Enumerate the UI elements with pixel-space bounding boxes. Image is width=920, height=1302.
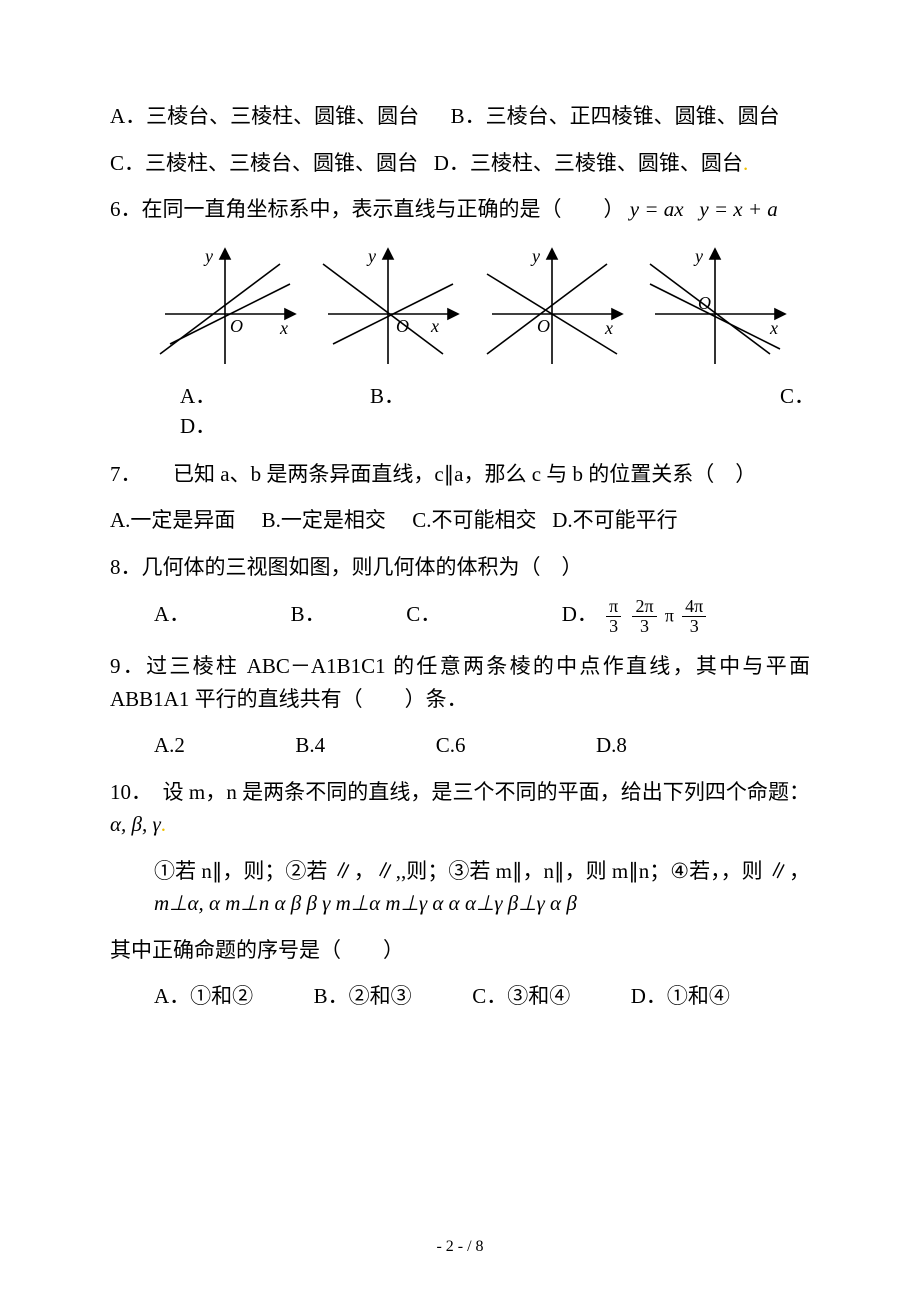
q9-optB: B.4 <box>295 733 325 757</box>
q10-optC: C．③和④ <box>472 984 570 1008</box>
q9-stem: 9．过三棱柱 ABC－A1B1C1 的任意两条棱的中点作直线，其中与平面 ABB… <box>110 650 810 715</box>
q10-props: ①若 n∥，则；②若 ∥，∥,,则；③若 m∥，n∥，则 m∥n；④若，，则 ∥… <box>110 855 810 920</box>
q10-props-math: m⊥α, α m⊥n α β β γ m⊥α m⊥γ α α α⊥γ β⊥γ α… <box>154 891 577 915</box>
q10-ask: 其中正确命题的序号是（ ） <box>110 934 810 967</box>
svg-text:x: x <box>430 316 439 336</box>
svg-text:x: x <box>279 318 288 338</box>
q7-options: A.一定是异面 B.一定是相交 C.不可能相交 D.不可能平行 <box>110 504 810 537</box>
q7-optD: D.不可能平行 <box>552 508 677 532</box>
q6-graph-C: y O x <box>477 244 627 374</box>
q10-optB: B．②和③ <box>314 984 412 1008</box>
q6-labelA: A． <box>180 380 216 413</box>
q8-optD: D． <box>562 602 598 626</box>
q10-stem: 10． 设 m，n 是两条不同的直线，是三个不同的平面，给出下列四个命题： α,… <box>110 776 810 841</box>
svg-text:O: O <box>396 316 409 336</box>
q6-graph-B: y O x <box>313 244 463 374</box>
q6-formula2: y = x + a <box>699 197 777 221</box>
q6-formula1: y = ax <box>630 197 684 221</box>
q8-optB: B． <box>291 602 326 626</box>
q8-options: A． B． C． D． π3 2π3 π 4π3 <box>110 597 810 636</box>
q6-labelD: D． <box>180 410 216 443</box>
svg-text:y: y <box>203 246 213 266</box>
q9-optD: D.8 <box>596 733 627 757</box>
q10-greek: α, β, γ <box>110 812 161 836</box>
q10-optA: A．①和② <box>154 984 253 1008</box>
q10-optD: D．①和④ <box>631 984 730 1008</box>
svg-text:y: y <box>693 246 703 266</box>
q8-stem: 8．几何体的三视图如图，则几何体的体积为（ ） <box>110 551 810 584</box>
q8-pi: π <box>665 606 674 626</box>
q7-optB: B.一定是相交 <box>262 508 386 532</box>
q5-line2: C．三棱柱、三棱台、圆锥、圆台 D．三棱柱、三棱锥、圆锥、圆台. <box>110 147 810 180</box>
q7-stem: 7． 已知 a、b 是两条异面直线，c∥a，那么 c 与 b 的位置关系（ ） <box>110 458 810 491</box>
svg-text:O: O <box>698 293 711 313</box>
q10-options: A．①和② B．②和③ C．③和④ D．①和④ <box>110 980 810 1013</box>
q6-stem: 6．在同一直角坐标系中，表示直线与正确的是（ ） y = ax y = x + … <box>110 193 810 226</box>
q6-graph-A: y O x <box>150 244 300 374</box>
q5-optD: D．三棱柱、三棱锥、圆锥、圆台 <box>434 151 743 175</box>
q5-optA: A．三棱台、三棱柱、圆锥、圆台 <box>110 104 419 128</box>
q8-optA: A． <box>154 602 190 626</box>
q6-graph-labels: A． B． C． D． <box>150 380 810 440</box>
q8-optC: C． <box>406 602 441 626</box>
q6-labelB: B． <box>370 380 405 413</box>
svg-text:y: y <box>366 246 376 266</box>
svg-text:x: x <box>769 318 778 338</box>
q9-optA: A.2 <box>154 733 185 757</box>
q5-line1: A．三棱台、三棱柱、圆锥、圆台 B．三棱台、正四棱锥、圆锥、圆台 <box>110 100 810 133</box>
q10-stem-text: 10． 设 m，n 是两条不同的直线，是三个不同的平面，给出下列四个命题： <box>110 780 810 804</box>
q5-optC: C．三棱柱、三棱台、圆锥、圆台 <box>110 151 418 175</box>
q9-options: A.2 B.4 C.6 D.8 <box>110 729 810 762</box>
q7-optA: A.一定是异面 <box>110 508 235 532</box>
q9-optC: C.6 <box>436 733 466 757</box>
q6-stem-text: 6．在同一直角坐标系中，表示直线与正确的是（ ） <box>110 197 625 221</box>
q6-labelC: C． <box>780 380 815 413</box>
q8-frac2: 2π3 <box>632 597 656 636</box>
q7-optC: C.不可能相交 <box>412 508 536 532</box>
q8-frac1: π3 <box>606 597 621 636</box>
svg-text:O: O <box>537 316 550 336</box>
q6-graph-D: y O x <box>640 244 790 374</box>
q6-graphs: y O x y O x <box>150 244 790 374</box>
svg-text:y: y <box>530 246 540 266</box>
q5-optB: B．三棱台、正四棱锥、圆锥、圆台 <box>451 104 780 128</box>
page-footer: - 2 - / 8 <box>0 1235 920 1260</box>
svg-text:O: O <box>230 316 243 336</box>
q10-props-text: ①若 n∥，则；②若 ∥，∥,,则；③若 m∥，n∥，则 m∥n；④若，，则 ∥… <box>154 859 810 883</box>
page: A．三棱台、三棱柱、圆锥、圆台 B．三棱台、正四棱锥、圆锥、圆台 C．三棱柱、三… <box>0 0 920 1302</box>
q5-trail-dot: . <box>743 151 748 175</box>
svg-text:x: x <box>604 318 613 338</box>
q8-frac4: 4π3 <box>682 597 706 636</box>
q10-trail-dot: . <box>161 812 166 836</box>
